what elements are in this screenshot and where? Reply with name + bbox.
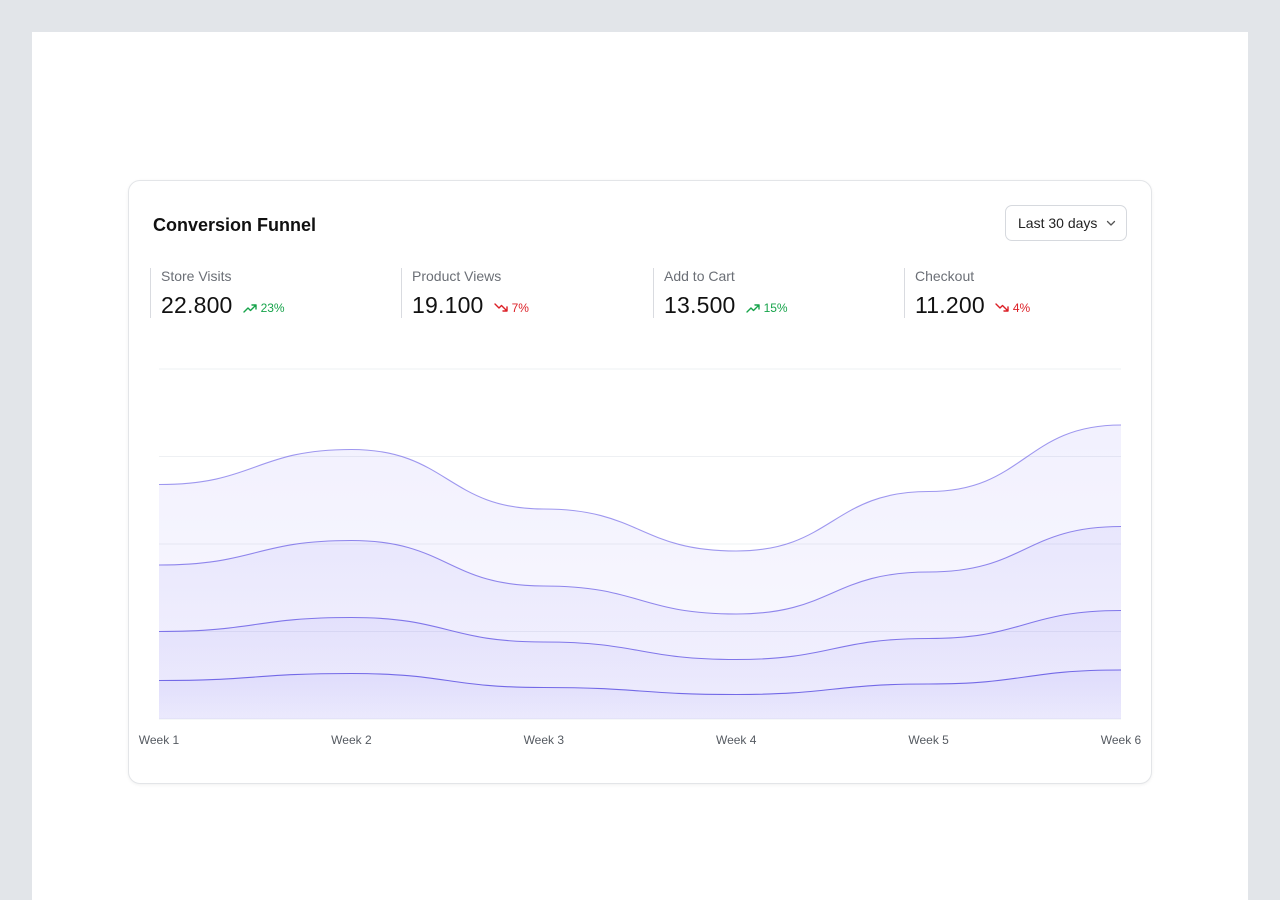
kpi-checkout: Checkout 11.200 4%: [904, 268, 1144, 318]
x-tick-label: Week 3: [524, 733, 565, 747]
page-background: Conversion Funnel Last 30 days Store Vis…: [32, 32, 1248, 900]
funnel-area-chart: Week 1 Week 2 Week 3 Week 4 Week 5 Week 6: [139, 368, 1142, 747]
trend-down-icon: [493, 303, 508, 312]
kpi-delta: 7%: [493, 301, 529, 315]
kpi-add-to-cart: Add to Cart 13.500 15%: [653, 268, 893, 318]
kpi-delta-value: 4%: [1012, 301, 1031, 315]
series-line-4: [158, 669, 1122, 696]
trend-up-icon: [745, 304, 760, 313]
kpi-product-views: Product Views 19.100 7%: [401, 268, 641, 318]
kpi-delta-value: 15%: [763, 301, 788, 315]
kpi-row: Store Visits 22.800 23% Product Views 19…: [150, 268, 1130, 318]
series-area-4: [159, 670, 1121, 719]
trend-down-icon: [995, 303, 1009, 312]
kpi-label: Add to Cart: [664, 268, 735, 284]
kpi-value: 11.200: [915, 292, 985, 318]
kpi-label: Checkout: [915, 268, 975, 284]
x-tick-label: Week 6: [1101, 733, 1142, 747]
x-tick-label: Week 2: [331, 733, 372, 747]
series-line-3: [158, 609, 1122, 661]
trend-up-icon: [242, 304, 257, 313]
kpi-label: Product Views: [412, 268, 502, 284]
kpi-store-visits: Store Visits 22.800 23%: [150, 268, 390, 318]
kpi-delta: 23%: [242, 301, 285, 315]
kpi-delta: 15%: [745, 301, 788, 315]
x-tick-label: Week 5: [908, 733, 949, 747]
kpi-label: Store Visits: [161, 268, 232, 284]
conversion-funnel-card: Conversion Funnel Last 30 days Store Vis…: [128, 180, 1152, 784]
kpi-value: 22.800: [161, 292, 233, 318]
kpi-delta-value: 23%: [260, 301, 285, 315]
date-range-label: Last 30 days: [1018, 215, 1098, 231]
kpi-delta-value: 7%: [511, 301, 529, 315]
series-line-2: [158, 525, 1122, 615]
chevron-down-icon: [1105, 217, 1117, 229]
series-line-1: [158, 424, 1122, 552]
kpi-value: 19.100: [412, 292, 484, 318]
x-tick-label: Week 1: [139, 733, 180, 747]
x-tick-label: Week 4: [716, 733, 757, 747]
kpi-value: 13.500: [664, 292, 736, 318]
date-range-dropdown[interactable]: Last 30 days: [1005, 205, 1127, 241]
kpi-delta: 4%: [995, 301, 1030, 315]
card-title: Conversion Funnel: [153, 215, 317, 235]
